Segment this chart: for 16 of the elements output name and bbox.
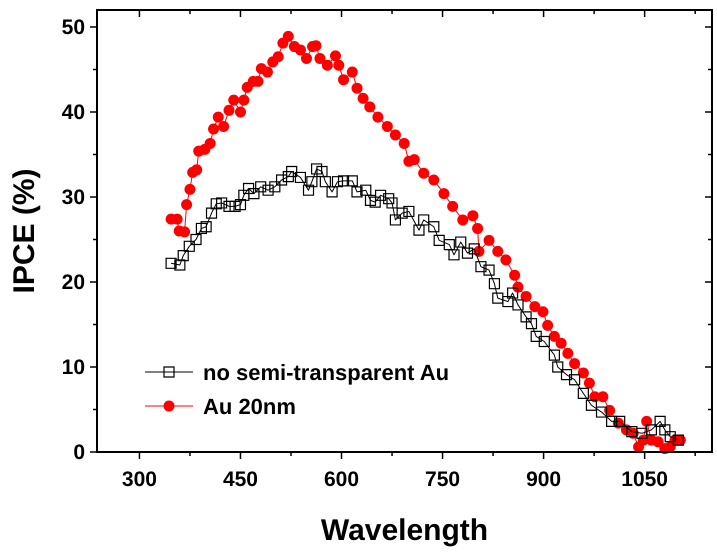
x-tick-label: 450: [222, 468, 258, 491]
x-axis-title: Wavelength: [320, 514, 488, 547]
y-tick-label: 20: [62, 271, 85, 294]
x-tick-label: 600: [324, 468, 360, 491]
legend-label: Au 20nm: [203, 394, 296, 419]
x-tick-label: 900: [526, 468, 562, 491]
y-tick-label: 10: [62, 356, 85, 379]
x-tick-label: 750: [425, 468, 460, 491]
x-tick-label: 300: [122, 468, 157, 491]
y-tick-label: 40: [62, 101, 85, 124]
y-tick-label: 30: [62, 186, 85, 209]
y-tick-label: 50: [62, 16, 85, 39]
x-tick-label: 1050: [621, 468, 668, 491]
y-axis-title: IPCE (%): [8, 168, 41, 294]
legend-label: no semi-transparent Au: [203, 360, 450, 385]
y-tick-label: 0: [73, 441, 85, 464]
